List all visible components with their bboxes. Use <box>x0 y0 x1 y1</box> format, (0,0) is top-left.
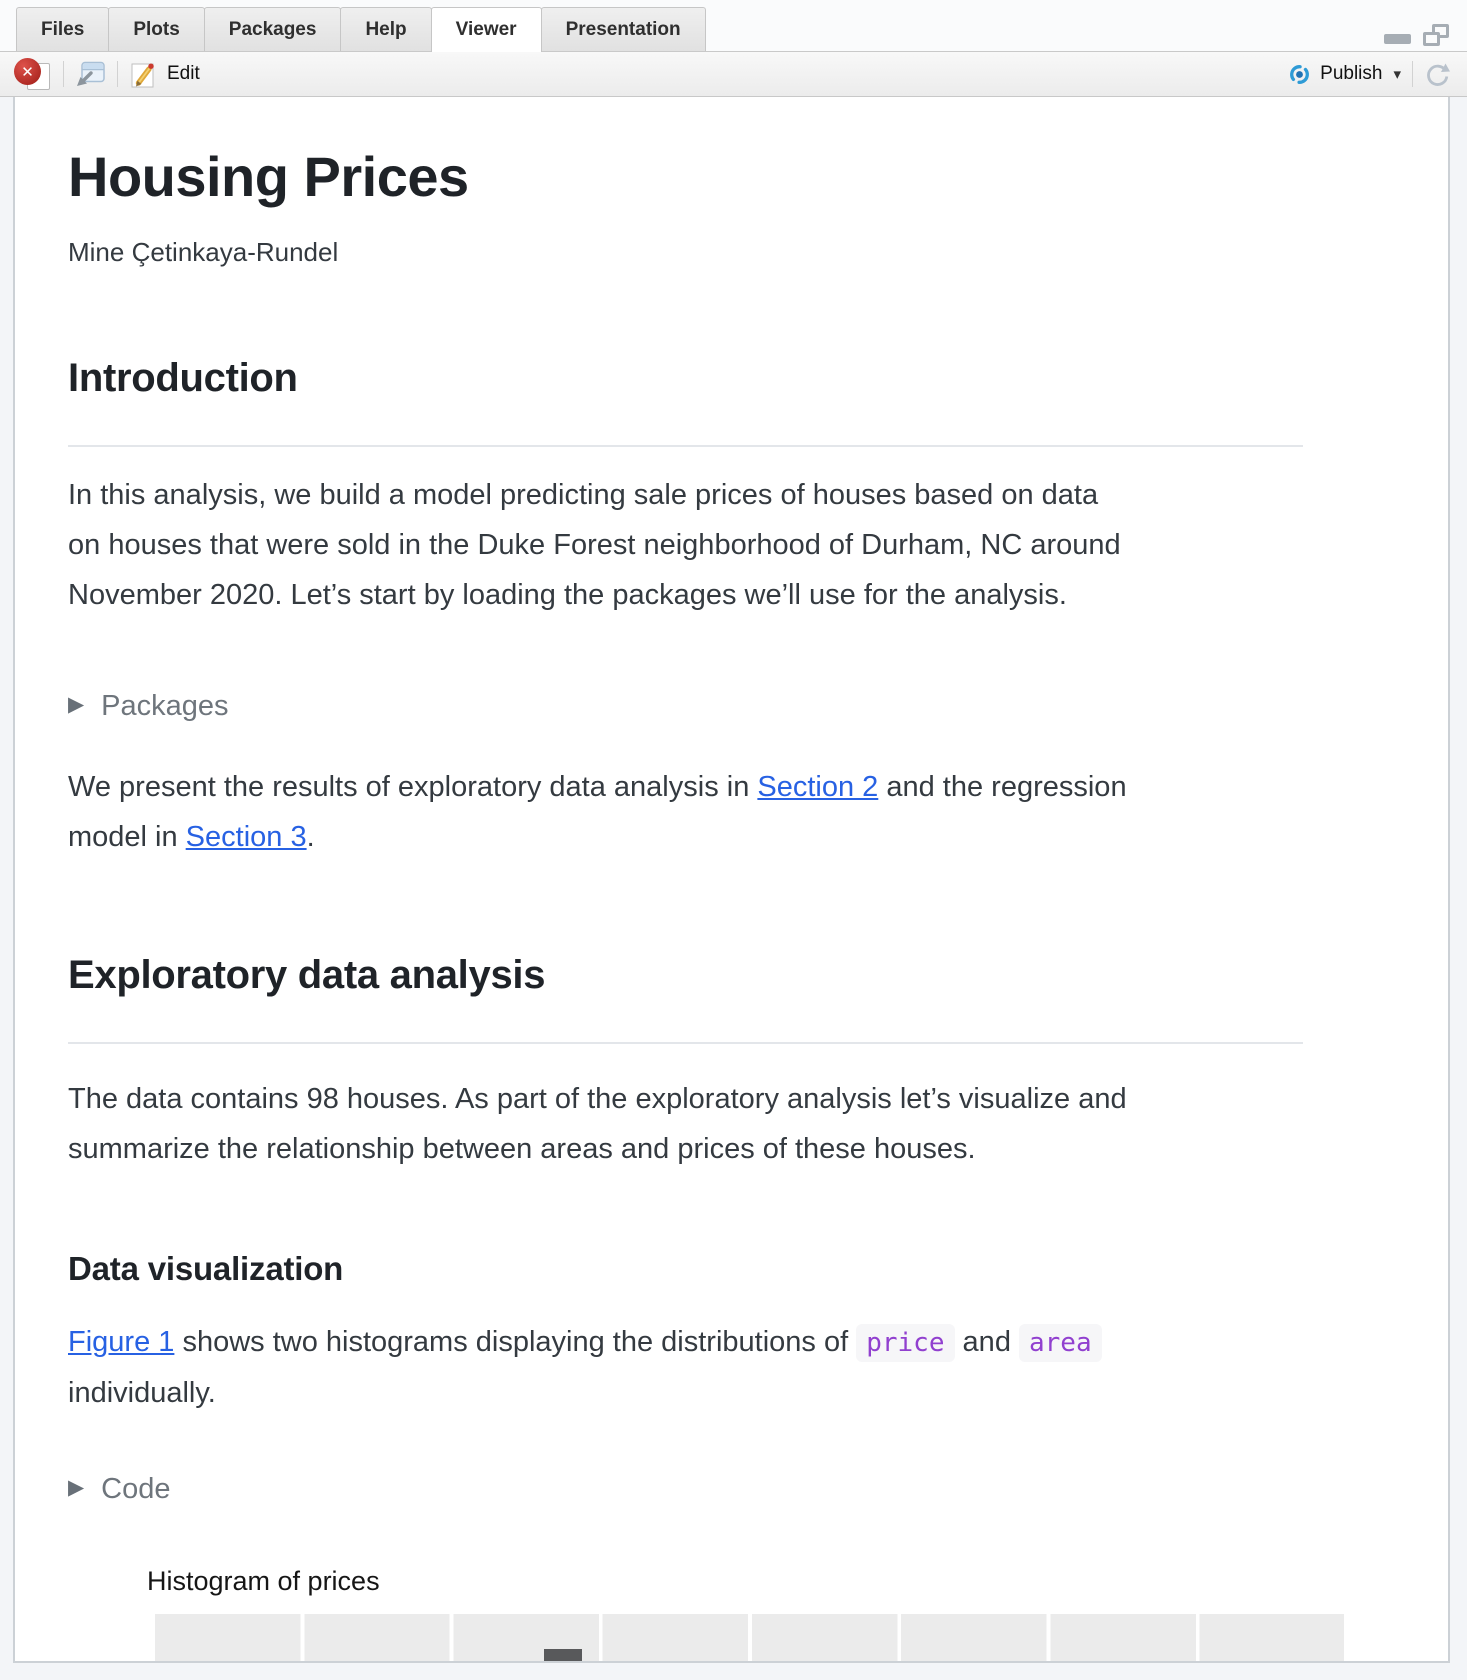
viewer-toolbar: ✕ Edit Publish ▾ <box>0 52 1467 97</box>
open-in-new-window-icon <box>77 61 105 86</box>
edit-pencil-icon <box>131 63 154 87</box>
tab-label: Files <box>41 18 85 40</box>
page-title: Housing Prices <box>68 145 469 208</box>
packages-collapsible-label: Packages <box>101 690 229 723</box>
open-in-new-window-button[interactable] <box>75 61 106 88</box>
tab-packages[interactable]: Packages <box>203 7 342 51</box>
tab-files[interactable]: Files <box>16 7 110 51</box>
publish-caret-icon[interactable]: ▾ <box>1393 66 1401 83</box>
publish-button[interactable]: Publish ▾ <box>1288 63 1401 86</box>
author-name: Mine Çetinkaya-Rundel <box>68 237 339 268</box>
rendered-document: Housing Prices Mine Çetinkaya-Rundel Int… <box>15 97 1448 1661</box>
inline-code: price <box>856 1324 955 1363</box>
edit-label: Edit <box>167 63 200 84</box>
tab-viewer[interactable]: Viewer <box>430 7 542 52</box>
section-heading-eda: Exploratory data analysis <box>68 952 1303 1045</box>
toolbar-separator <box>117 61 118 87</box>
section-heading-introduction: Introduction <box>68 355 1303 448</box>
stop-x-glyph: ✕ <box>14 58 41 85</box>
tab-label: Plots <box>133 18 180 40</box>
restore-front-square <box>1423 32 1440 46</box>
pane-background: Housing Prices Mine Çetinkaya-Rundel Int… <box>0 97 1467 1680</box>
toolbar-separator <box>63 61 64 87</box>
tab-presentation[interactable]: Presentation <box>540 7 706 51</box>
tab-label: Presentation <box>565 18 681 40</box>
tab-plots[interactable]: Plots <box>108 7 205 51</box>
edit-button[interactable]: Edit <box>129 60 200 89</box>
pane-tabbar: Files Plots Packages Help Viewer Present… <box>0 0 1467 52</box>
publish-connect-icon <box>1290 64 1310 84</box>
subsection-heading-data-visualization: Data visualization <box>68 1250 344 1288</box>
histogram-plot-area <box>155 1614 1344 1661</box>
tab-label: Help <box>365 18 407 40</box>
paragraph-intro: In this analysis, we build a model predi… <box>68 479 1121 612</box>
viewer-content[interactable]: Housing Prices Mine Çetinkaya-Rundel Int… <box>13 97 1450 1663</box>
tab-help[interactable]: Help <box>340 7 432 51</box>
minimize-icon[interactable] <box>1384 34 1411 44</box>
plot-title: Histogram of prices <box>147 1566 380 1597</box>
paragraph-data: The data contains 98 houses. As part of … <box>68 1083 1127 1166</box>
pane-window-controls <box>1384 24 1449 46</box>
tab-label: Packages <box>228 18 317 40</box>
figure-histogram-prices: Histogram of prices <box>68 1565 1448 1661</box>
packages-collapsible[interactable]: ▶ Packages <box>68 688 229 724</box>
stop-icon[interactable]: ✕ <box>14 58 52 90</box>
triangle-right-icon: ▶ <box>68 1476 85 1500</box>
restore-icon[interactable] <box>1423 24 1449 46</box>
doc-link[interactable]: Section 3 <box>185 821 307 854</box>
tab-label: Viewer <box>455 19 517 40</box>
code-collapsible[interactable]: ▶ Code <box>68 1471 170 1507</box>
paragraph-sections: We present the results of exploratory da… <box>68 771 1127 854</box>
triangle-right-icon: ▶ <box>68 693 85 717</box>
paragraph-figure: Figure 1 shows two histograms displaying… <box>68 1317 1328 1418</box>
doc-link[interactable]: Section 2 <box>757 771 879 804</box>
refresh-icon[interactable] <box>1424 61 1451 88</box>
doc-link[interactable]: Figure 1 <box>68 1326 175 1359</box>
publish-label: Publish <box>1320 63 1383 84</box>
inline-code: area <box>1019 1324 1102 1363</box>
toolbar-separator <box>1412 61 1413 87</box>
histogram-bar <box>544 1649 582 1661</box>
code-collapsible-label: Code <box>101 1473 171 1506</box>
